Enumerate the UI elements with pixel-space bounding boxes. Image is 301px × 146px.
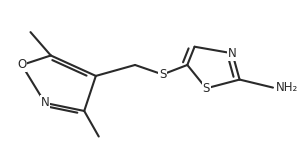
Text: N: N: [41, 96, 49, 110]
Text: O: O: [17, 58, 26, 72]
Text: N: N: [228, 47, 237, 60]
Text: S: S: [159, 68, 166, 81]
Text: NH₂: NH₂: [276, 81, 298, 94]
Text: S: S: [203, 82, 210, 95]
